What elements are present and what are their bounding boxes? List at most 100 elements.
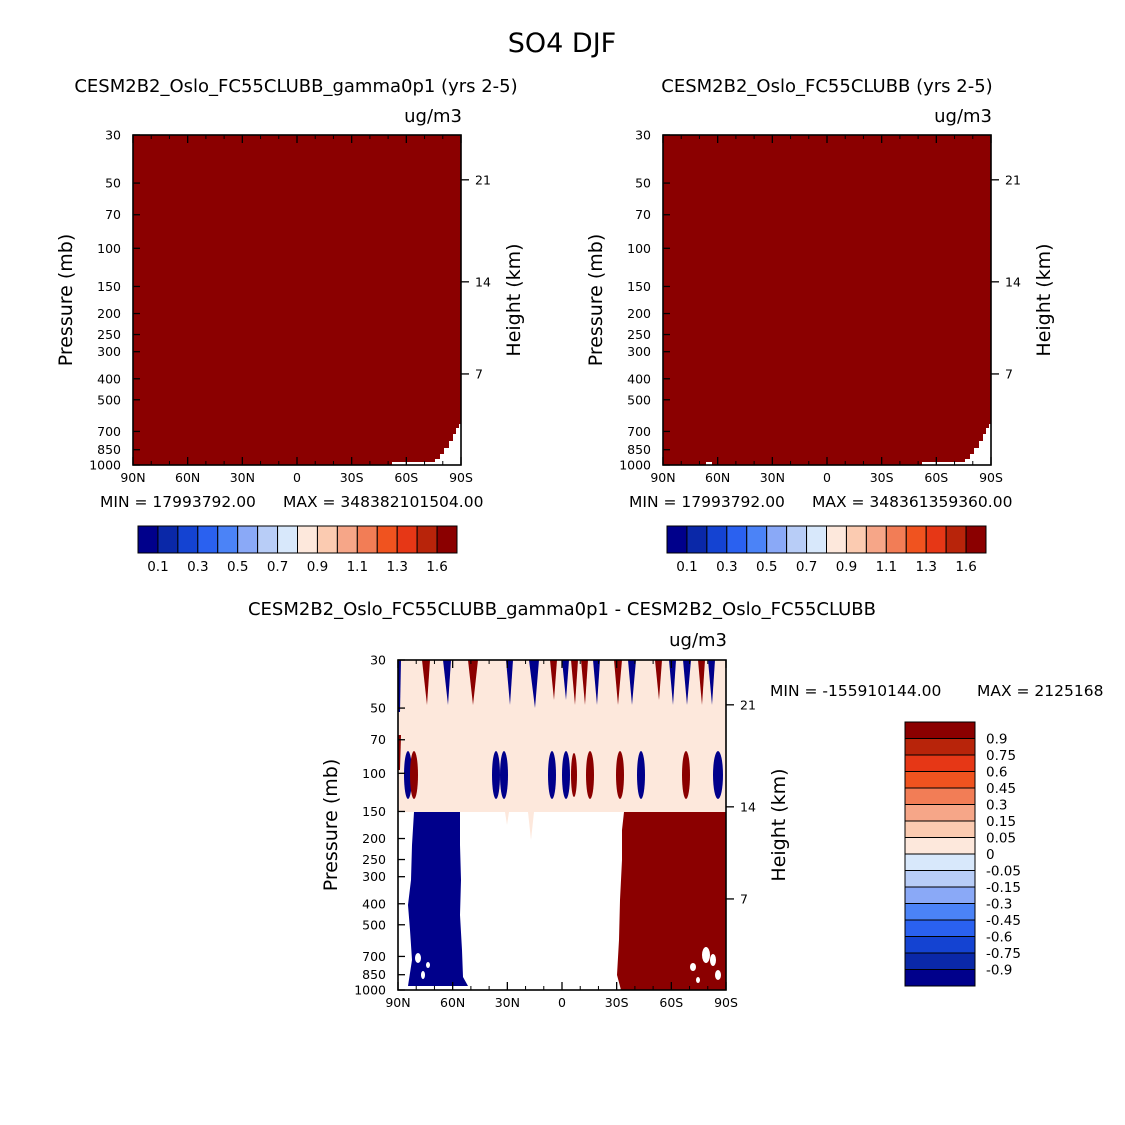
y-tick-label: 700 [97, 424, 121, 439]
panel-1-field-fill [133, 135, 461, 465]
colorbar-label: 0.5 [756, 559, 777, 575]
height-tick-label: 21 [1005, 172, 1021, 187]
panel-3-max-text: MAX = 2125168 [977, 682, 1103, 700]
colorbar-box [436, 525, 458, 554]
colorbar-label: 1.6 [426, 559, 447, 575]
colorbar-box [157, 525, 179, 554]
y-tick-label: 1000 [89, 458, 121, 473]
y-tick-label: 300 [362, 869, 386, 884]
y-tick-label: 300 [627, 344, 651, 359]
colorbar-box [726, 525, 748, 554]
height-tick-label: 14 [740, 799, 756, 814]
colorbar-box [336, 525, 358, 554]
colorbar-box [416, 525, 438, 554]
panel-3-mid-spikes [398, 735, 723, 840]
y-tick-label: 30 [105, 128, 121, 143]
y-tick-label: 500 [362, 917, 386, 932]
y-tick-label: 70 [370, 732, 386, 747]
panel-1: CESM2B2_Oslo_FC55CLUBB_gamma0p1 (yrs 2-5… [55, 76, 525, 575]
panel-1-missing-region [392, 424, 461, 465]
colorbar-box [666, 525, 688, 554]
colorbar-box [904, 886, 976, 904]
colorbar-box [217, 525, 239, 554]
height-tick-label: 14 [475, 274, 491, 289]
colorbar-label: 1.3 [915, 559, 936, 575]
colorbar-box [706, 525, 728, 554]
y-tick-label: 150 [362, 804, 386, 819]
y-tick-label: 50 [370, 701, 386, 716]
y-tick-label: 70 [635, 207, 651, 222]
panel-1-min-text: MIN = 17993792.00 [100, 493, 256, 511]
colorbar-box [316, 525, 338, 554]
y-tick-label: 70 [105, 207, 121, 222]
y-tick-label: 250 [362, 852, 386, 867]
colorbar-box [746, 525, 768, 554]
y-tick-label: 400 [97, 371, 121, 386]
panel-2-missing-region [922, 424, 991, 465]
height-tick-label: 7 [475, 366, 483, 381]
panel-1-title: CESM2B2_Oslo_FC55CLUBB_gamma0p1 (yrs 2-5… [74, 76, 517, 97]
panel-2-ticks: 90N 60N 30N 0 30S 60S 90S 30 50 70 100 150 200 250 300… [619, 128, 1021, 486]
colorbar-label: 0.9 [986, 732, 1007, 748]
x-tick-label: 30N [495, 995, 520, 1010]
colorbar-label: 0.45 [986, 781, 1016, 797]
y-tick-label: 30 [370, 653, 386, 668]
x-tick-label: 30N [760, 470, 785, 485]
colorbar-box [904, 771, 976, 789]
panel-1-right-axis-label: Height (km) [503, 243, 525, 356]
colorbar-label: 0.7 [267, 559, 288, 575]
colorbar-label: 0.3 [986, 798, 1007, 814]
colorbar-box [905, 525, 927, 554]
panel-2-min-text: MIN = 17993792.00 [629, 493, 785, 511]
panel-2-colorbar: 0.1 0.3 0.5 0.7 0.9 1.1 1.3 1.6 [666, 525, 987, 575]
panel-3-units: ug/m3 [669, 630, 727, 651]
y-tick-label: 700 [627, 424, 651, 439]
colorbar-box [376, 525, 398, 554]
panel-1-max-text: MAX = 348382101504.00 [283, 493, 483, 511]
y-tick-label: 150 [97, 279, 121, 294]
y-tick-label: 250 [97, 327, 121, 342]
y-tick-label: 400 [362, 896, 386, 911]
x-tick-label: 60S [659, 995, 683, 1010]
colorbar-label: 0.1 [676, 559, 697, 575]
panel-2-units: ug/m3 [934, 106, 992, 127]
colorbar-box [904, 969, 976, 987]
x-tick-label: 0 [293, 470, 301, 485]
colorbar-box [904, 820, 976, 838]
colorbar-label: 0.7 [796, 559, 817, 575]
colorbar-box [766, 525, 788, 554]
colorbar-label: 0.9 [836, 559, 857, 575]
x-tick-label: 0 [558, 995, 566, 1010]
x-tick-label: 60S [394, 470, 418, 485]
y-tick-label: 100 [627, 241, 651, 256]
colorbar-label: 1.1 [876, 559, 897, 575]
colorbar-box [786, 525, 808, 554]
panel-3: CESM2B2_Oslo_FC55CLUBB_gamma0p1 - CESM2B… [248, 599, 1103, 1010]
y-tick-label: 100 [362, 766, 386, 781]
colorbar-label: -0.05 [986, 864, 1021, 880]
x-tick-label: 90N [120, 470, 145, 485]
y-tick-label: 1000 [354, 983, 386, 998]
colorbar-box [904, 952, 976, 970]
x-tick-label: 30S [340, 470, 364, 485]
panel-2: CESM2B2_Oslo_FC55CLUBB (yrs 2-5) ug/m3 P… [585, 76, 1055, 575]
x-tick-label: 60N [705, 470, 730, 485]
colorbar-label: -0.3 [986, 897, 1012, 913]
colorbar-label: 1.3 [386, 559, 407, 575]
y-tick-label: 1000 [619, 458, 651, 473]
colorbar-box [904, 837, 976, 855]
panel-2-title: CESM2B2_Oslo_FC55CLUBB (yrs 2-5) [661, 76, 992, 97]
x-tick-label: 30S [605, 995, 629, 1010]
panel-2-missing-speck [706, 462, 712, 465]
colorbar-box [965, 525, 987, 554]
y-tick-label: 100 [97, 241, 121, 256]
x-tick-label: 0 [823, 470, 831, 485]
colorbar-label: 1.1 [347, 559, 368, 575]
panel-1-colorbar: 0.1 0.3 0.5 0.7 0.9 1.1 1.3 1.6 [137, 525, 458, 575]
y-tick-label: 200 [627, 306, 651, 321]
colorbar-box [904, 787, 976, 805]
height-tick-label: 7 [1005, 366, 1013, 381]
colorbar-box [904, 738, 976, 756]
colorbar-label: -0.15 [986, 880, 1021, 896]
